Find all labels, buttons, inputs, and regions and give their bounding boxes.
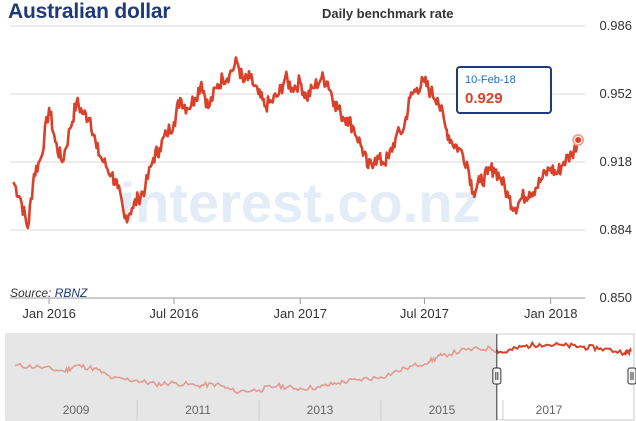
watermark-text: interest.co.nz — [120, 171, 481, 234]
y-axis: 0.986 0.952 0.918 0.884 0.850 — [599, 18, 632, 305]
x-tick-label: Jan 2016 — [22, 306, 76, 321]
source-note: Source: RBNZ — [10, 286, 87, 300]
x-axis: Jan 2016 Jul 2016 Jan 2017 Jul 2017 Jan 2018 — [10, 297, 585, 321]
chart-title: Australian dollar — [8, 0, 171, 23]
highlight-point[interactable] — [574, 136, 583, 144]
x-tick-label: Jul 2016 — [149, 306, 198, 321]
tooltip-value: 0.929 — [465, 90, 503, 107]
y-tick-label: 0.952 — [599, 86, 632, 101]
y-tick-label: 0.986 — [599, 18, 632, 33]
y-tick-label: 0.884 — [599, 222, 632, 237]
tooltip-date: 10-Feb-18 — [465, 74, 516, 86]
navigator-right-handle[interactable] — [627, 367, 636, 385]
navigator-year-label: 2013 — [307, 403, 334, 417]
chart-subtitle: Daily benchmark rate — [322, 6, 454, 21]
navigator-mask — [6, 334, 497, 420]
y-tick-label: 0.918 — [599, 154, 632, 169]
x-tick-label: Jul 2017 — [400, 306, 449, 321]
y-tick-label: 0.850 — [599, 290, 632, 305]
navigator: 2009 2011 2013 2015 2017 — [5, 333, 636, 421]
main-series — [12, 56, 585, 230]
navigator-year-label: 2017 — [536, 403, 563, 417]
series-line — [12, 56, 580, 230]
navigator-year-label: 2011 — [185, 403, 211, 417]
navigator-year-label: 2015 — [429, 403, 456, 417]
tooltip: 10-Feb-18 0.929 — [456, 66, 552, 114]
source-link[interactable]: RBNZ — [54, 286, 88, 300]
source-prefix: Source: — [10, 286, 52, 300]
navigator-series-history — [14, 345, 498, 395]
x-tick-label: Jan 2017 — [273, 306, 327, 321]
x-tick-label: Jan 2018 — [524, 306, 578, 321]
navigator-left-handle[interactable] — [492, 367, 502, 385]
navigator-year-label: 2009 — [63, 403, 90, 417]
navigator-series-selected — [495, 340, 632, 357]
